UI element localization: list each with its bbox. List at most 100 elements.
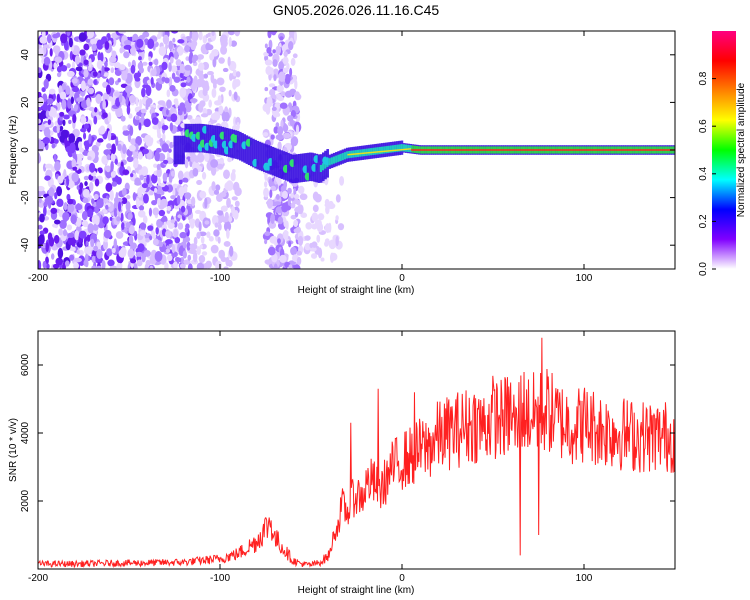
spectrogram-noise-cell: [272, 49, 276, 54]
spectrogram-noise-cell: [80, 80, 86, 92]
colorbar-ticks: 0.0 0.2 0.4 0.6 0.8: [698, 71, 716, 276]
spectrogram-noise-cell: [137, 187, 143, 198]
spectrogram-noise-cell: [83, 123, 90, 130]
spectrogram-noise-cell: [195, 82, 203, 88]
spectrogram-noise-cell: [68, 133, 76, 144]
spectrogram-band-cell: [247, 136, 251, 166]
spectrogram-noise-cell: [116, 262, 122, 269]
spectrogram-noise-cell: [127, 87, 131, 98]
spectrogram-noise-cell: [115, 136, 119, 147]
spectrogram-noise-cell: [192, 167, 199, 177]
spectrogram-noise-cell: [266, 67, 274, 72]
spectrogram-noise-cell: [62, 262, 66, 269]
spectrogram-noise-cell: [115, 191, 119, 203]
spectrogram-noise-cell: [57, 247, 64, 259]
spectrogram-noise-cell: [95, 256, 104, 264]
spectrogram-noise-cell: [217, 236, 221, 244]
spectrogram-noise-cell: [178, 179, 183, 185]
spectrogram-noise-cell: [82, 188, 90, 198]
spectrogram-noise-cell: [232, 79, 240, 88]
spectrogram-noise-cell: [142, 148, 149, 155]
spectrogram-band-cell: [297, 153, 301, 183]
spectrogram-noise-cell: [294, 91, 300, 99]
spectrogram-noise-cell: [102, 239, 108, 250]
spectrogram-band-cell: [173, 135, 177, 165]
spectrogram-noise-cell: [138, 200, 143, 206]
spectrogram-noise-cell: [145, 237, 150, 243]
spectrogram-noise-cell: [264, 171, 268, 182]
spectrogram-band-cell: [260, 142, 264, 172]
spectrogram-noise-cell: [105, 84, 111, 95]
spectrogram-noise-cell: [263, 187, 270, 198]
spectrogram-noise-cell: [126, 105, 131, 115]
spectrogram-noise-cell: [74, 257, 82, 263]
spectrogram-x-ticks: -200 -100 0 100: [28, 31, 593, 284]
spectrogram-noise-cell: [94, 178, 100, 187]
spectrogram-noise-cell: [122, 143, 127, 155]
spectrogram-noise-cell: [135, 197, 140, 209]
snr-x-ticks: -200 -100 0 100: [28, 331, 593, 584]
spectrogram-noise-cell: [267, 31, 272, 39]
spectrogram-noise-cell: [142, 61, 148, 66]
spectrogram-noise-cell: [56, 72, 62, 78]
spectrogram-noise-cell: [229, 73, 233, 81]
spectrogram-noise-cell: [196, 262, 205, 269]
snr-y-tick-label: 2000: [20, 489, 31, 512]
spectrogram-noise-cell: [132, 192, 137, 201]
spectrogram-noise-cell: [142, 84, 150, 89]
spectrogram-noise-cell: [173, 204, 180, 210]
spectrogram-noise-cell: [233, 209, 239, 220]
spectrogram-noise-cell: [228, 36, 232, 47]
spectrogram-noise-cell: [121, 222, 125, 230]
spectrogram-noise-cell: [215, 184, 221, 191]
spectrogram-noise-cell: [137, 210, 146, 218]
spectrogram-noise-cell: [102, 132, 108, 140]
spectrogram-noise-cell: [98, 126, 106, 135]
spectrogram-noise-cell: [88, 106, 95, 112]
spectrogram-noise-cell: [330, 252, 338, 261]
spectrogram-noise-cell: [175, 59, 182, 67]
spectrogram-noise-cell: [282, 229, 289, 240]
spectrogram-band-core: [385, 146, 388, 154]
spectrogram-noise-cell: [199, 244, 203, 249]
spectrogram-noise-cell: [101, 65, 105, 76]
spectrogram-noise-cell: [57, 175, 64, 184]
spectrogram-noise-cell: [157, 177, 161, 187]
spectrogram-noise-cell: [304, 242, 311, 251]
spectrogram-noise-cell: [335, 235, 339, 247]
spectrogram-noise-cell: [219, 157, 225, 165]
spectrogram-noise-cell: [53, 138, 59, 144]
spectrogram-noise-cell: [106, 143, 112, 149]
spectrogram-noise-cell: [108, 96, 113, 102]
spectrogram-noise-cell: [38, 234, 45, 245]
spectrogram-noise-cell: [39, 230, 45, 235]
spectrogram-noise-cell: [108, 77, 115, 86]
spectrogram-noise-cell: [173, 51, 179, 60]
spectrogram-noise-cell: [206, 231, 211, 238]
spectrogram-noise-cell: [214, 100, 222, 106]
spectrogram-band-cell: [291, 154, 295, 184]
spectrogram-noise-cell: [118, 249, 127, 258]
spectrogram-noise-cell: [198, 31, 203, 41]
spectrogram-noise-cell: [166, 205, 172, 211]
spectrogram-noise-cell: [287, 41, 294, 51]
spectrogram-noise-cell: [287, 197, 291, 206]
spectrogram-noise-cell: [72, 113, 77, 124]
spectrogram-noise-cell: [150, 77, 154, 85]
spectrogram-noise-cell: [38, 67, 42, 74]
spectrogram-noise-cell: [138, 56, 142, 61]
snr-x-tick-label: -100: [210, 573, 230, 584]
spectrogram-noise-cell: [78, 141, 83, 150]
spectrogram-noise-cell: [120, 212, 124, 223]
spectrogram-band-cell: [201, 123, 205, 153]
snr-x-tick-label: 100: [576, 573, 593, 584]
spectrogram-noise-cell: [179, 72, 184, 79]
spectrogram-noise-cell: [148, 235, 153, 241]
spectrogram-noise-cell: [269, 88, 276, 97]
spectrogram-noise-cell: [139, 230, 147, 237]
spectrogram-noise-cell: [164, 186, 169, 192]
spectrogram-noise-cell: [38, 106, 43, 112]
spectrogram-noise-cell: [198, 62, 205, 71]
spectrogram-band-core: [383, 146, 386, 154]
